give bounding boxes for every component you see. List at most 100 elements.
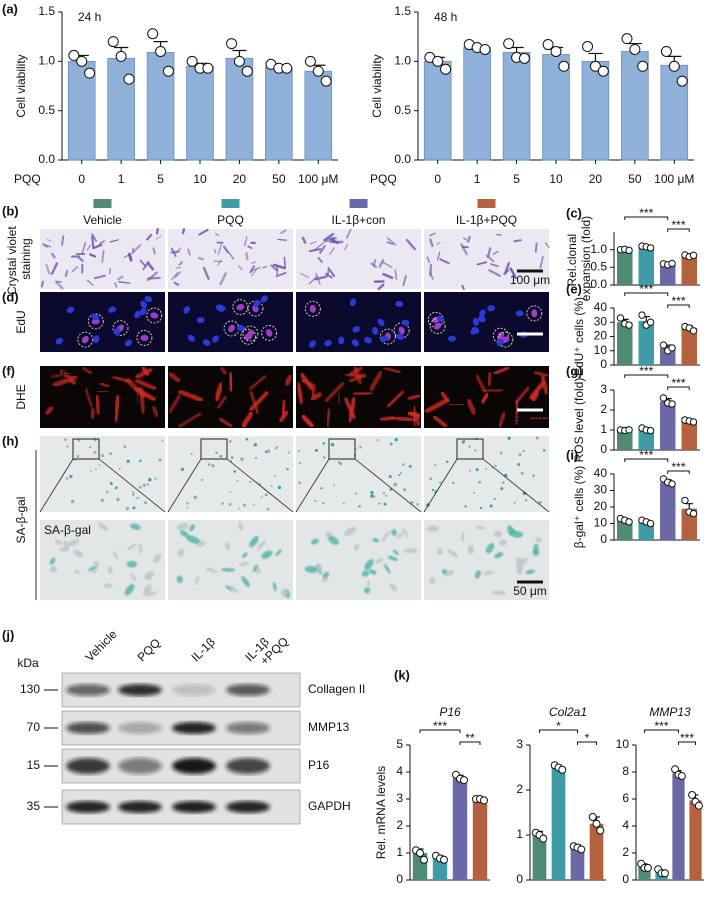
- data-point: [659, 394, 668, 402]
- nucleus: [187, 334, 195, 342]
- y-tick-label: 0: [516, 872, 523, 886]
- micrograph: [424, 436, 549, 512]
- cell: [174, 271, 181, 278]
- nucleus: [260, 295, 268, 303]
- x-tick-label: 50: [272, 172, 286, 186]
- data-point: [688, 790, 697, 799]
- cell: [304, 565, 319, 573]
- cell: [374, 557, 384, 564]
- significance-label: ***: [671, 460, 685, 474]
- cell: [132, 244, 142, 253]
- cell: [91, 233, 98, 242]
- cell: [214, 233, 220, 237]
- x-tick-label: 1: [118, 172, 125, 186]
- cell: [58, 368, 77, 386]
- y-tick-label: 1.0: [394, 54, 411, 68]
- nucleus: [134, 310, 141, 319]
- cell: [492, 590, 506, 596]
- cell: [440, 391, 450, 403]
- nucleus: [395, 300, 404, 308]
- y-tick-label: 1.0: [590, 242, 607, 256]
- error-bar: [685, 503, 694, 509]
- data-point: [689, 327, 698, 335]
- cell: [486, 254, 495, 263]
- cell: [408, 464, 412, 468]
- cell: [138, 543, 143, 555]
- cell: [330, 442, 335, 447]
- nucleus: [93, 335, 100, 344]
- cell: [260, 496, 263, 499]
- data-point: [304, 55, 316, 67]
- data-point: [668, 60, 680, 72]
- cell: [181, 227, 186, 235]
- y-tick-label: 4: [396, 764, 403, 778]
- data-point: [518, 52, 530, 64]
- cell: [71, 266, 79, 272]
- cell: [488, 269, 501, 277]
- cell: [176, 523, 189, 531]
- bar: [589, 823, 604, 880]
- cell: [329, 247, 335, 256]
- data-point: [577, 845, 586, 854]
- data-point: [643, 863, 652, 872]
- y-tick-label: 20: [594, 329, 608, 343]
- band: [172, 758, 216, 774]
- cell: [151, 405, 160, 418]
- cell: [475, 525, 487, 530]
- cell: [286, 468, 289, 471]
- nucleus: [124, 339, 133, 347]
- nucleus: [396, 333, 404, 340]
- cell: [275, 549, 282, 557]
- cell: [310, 538, 319, 545]
- cell: [461, 532, 465, 542]
- nucleus: [364, 336, 372, 344]
- nucleus: [183, 305, 190, 314]
- cell: [468, 469, 471, 472]
- cell: [109, 268, 111, 275]
- cell: [540, 375, 550, 395]
- cell: [497, 411, 507, 428]
- data-point: [558, 765, 567, 774]
- marker-label: 130: [20, 682, 40, 696]
- cell: [219, 272, 227, 286]
- cell: [370, 490, 374, 495]
- bar: [502, 52, 531, 161]
- bar: [186, 65, 214, 161]
- data-point: [646, 426, 655, 435]
- data-point: [582, 41, 594, 53]
- cell: [253, 443, 258, 447]
- bar: [423, 60, 452, 161]
- panel-label: (a): [2, 1, 18, 16]
- cell: [241, 552, 248, 558]
- cell: [178, 261, 184, 266]
- cell: [50, 372, 70, 378]
- cell: [262, 266, 267, 269]
- cell: [257, 539, 267, 551]
- cell: [323, 236, 337, 243]
- data-point: [668, 400, 676, 408]
- significance-bracket: [539, 729, 578, 733]
- bar: [660, 482, 676, 540]
- cell: [178, 389, 204, 403]
- cell: [439, 481, 442, 484]
- cell: [428, 577, 436, 585]
- cell: [322, 502, 325, 505]
- cell: [467, 544, 475, 555]
- chart-title: Col2a1: [549, 705, 587, 719]
- cell: [321, 576, 329, 582]
- cell: [436, 242, 441, 246]
- zoom-line: [482, 458, 550, 513]
- cell: [240, 411, 254, 429]
- cell: [249, 535, 259, 548]
- data-point: [689, 509, 698, 518]
- data-point: [186, 55, 198, 67]
- cell: [298, 481, 301, 485]
- nucleus: [66, 306, 75, 314]
- cell: [170, 247, 177, 257]
- cell: [168, 394, 182, 414]
- cell: [100, 454, 104, 458]
- significance-bracket: [624, 216, 669, 220]
- cell: [229, 491, 232, 494]
- cell: [416, 503, 419, 506]
- cell: [114, 486, 118, 490]
